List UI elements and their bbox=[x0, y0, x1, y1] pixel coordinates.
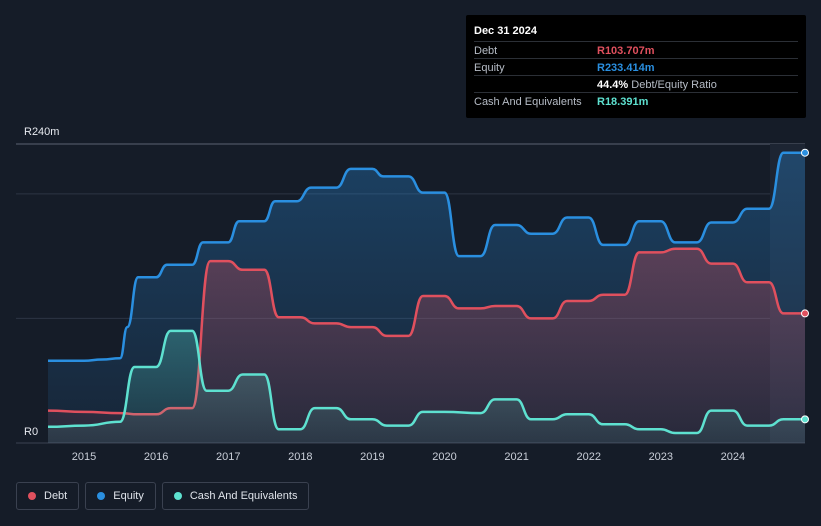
tooltip-row-debt: Debt R103.707m bbox=[474, 41, 798, 59]
legend-label: Cash And Equivalents bbox=[189, 490, 298, 502]
x-tick-label: 2024 bbox=[721, 451, 745, 463]
equity-dot-icon bbox=[97, 492, 106, 500]
x-tick-label: 2017 bbox=[216, 451, 240, 463]
tooltip-row-cash: Cash And Equivalents R18.391m bbox=[474, 92, 798, 110]
cash-and-equivalents-area bbox=[48, 330, 805, 443]
chart-legend: Debt Equity Cash And Equivalents bbox=[16, 482, 310, 510]
cash-dot-icon bbox=[173, 492, 182, 500]
x-tick-label: 2015 bbox=[72, 451, 96, 463]
tooltip-label: Cash And Equivalents bbox=[474, 96, 582, 108]
cash-and-equivalents-line bbox=[47, 329, 805, 435]
x-tick-label: 2020 bbox=[432, 451, 456, 463]
legend-item-cash[interactable]: Cash And Equivalents bbox=[161, 482, 310, 510]
tooltip-date: Dec 31 2024 bbox=[474, 25, 537, 37]
legend-item-debt[interactable]: Debt bbox=[16, 482, 80, 510]
x-tick-label: 2018 bbox=[288, 451, 312, 463]
cash-and-equivalents-endpoint bbox=[801, 415, 809, 424]
debt-line bbox=[47, 247, 805, 416]
x-tick-label: 2021 bbox=[504, 451, 528, 463]
legend-label: Debt bbox=[44, 490, 68, 502]
tooltip-label: Equity bbox=[474, 62, 505, 74]
tooltip-value: R18.391m bbox=[597, 96, 649, 108]
tooltip-value: 44.4% Debt/Equity Ratio bbox=[597, 79, 717, 91]
tooltip-label: Debt bbox=[474, 45, 498, 57]
legend-item-equity[interactable]: Equity bbox=[85, 482, 156, 510]
equity-endpoint bbox=[801, 148, 809, 157]
data-tooltip: Dec 31 2024 Debt R103.707m Equity R233.4… bbox=[466, 15, 806, 118]
equity-line bbox=[48, 151, 805, 363]
tooltip-row-ratio: 44.4% Debt/Equity Ratio bbox=[474, 75, 798, 93]
tooltip-value: R233.414m bbox=[597, 62, 655, 74]
ratio-value: 44.4% bbox=[597, 79, 629, 91]
debt-endpoint bbox=[801, 309, 809, 318]
debt-dot-icon bbox=[28, 492, 36, 500]
x-tick-label: 2022 bbox=[576, 451, 600, 463]
x-tick-label: 2023 bbox=[649, 451, 673, 463]
x-tick-label: 2019 bbox=[360, 451, 384, 463]
ratio-label: Debt/Equity Ratio bbox=[631, 79, 717, 91]
tooltip-value: R103.707m bbox=[597, 45, 655, 57]
y-tick-label: R240m bbox=[24, 126, 59, 138]
tooltip-row-equity: Equity R233.414m bbox=[474, 58, 798, 76]
x-tick-label: 2016 bbox=[144, 451, 168, 463]
legend-label: Equity bbox=[113, 490, 144, 502]
y-tick-label: R0 bbox=[24, 426, 38, 438]
